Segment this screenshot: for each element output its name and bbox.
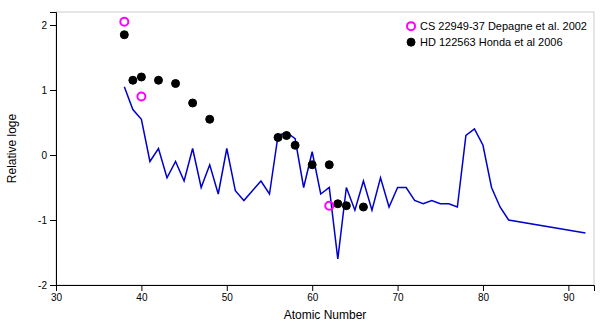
- point-series: [120, 31, 367, 211]
- x-axis-title: Atomic Number: [284, 308, 367, 322]
- x-tick-label: 90: [563, 292, 575, 303]
- y-tick-label: -1: [38, 215, 47, 226]
- y-tick: -1: [38, 215, 56, 226]
- point: [274, 133, 282, 141]
- x-tick: 80: [478, 285, 490, 303]
- y-tick: 1: [41, 85, 56, 96]
- y-axis: -2 -1 0 1 2: [38, 13, 56, 291]
- y-tick-mark: [50, 220, 56, 221]
- x-tick-mark: [312, 285, 313, 291]
- legend-symbol: [407, 38, 415, 46]
- x-tick-label: 50: [222, 292, 234, 303]
- point: [325, 161, 333, 169]
- plot-frame: [56, 12, 594, 285]
- y-axis-line: [50, 13, 57, 286]
- point: [120, 31, 128, 39]
- y-tick: 2: [41, 20, 56, 31]
- point: [129, 76, 137, 84]
- legend-item: CS 22949-37 Depagne et al. 2002: [407, 20, 587, 32]
- x-tick-label: 60: [307, 292, 319, 303]
- x-tick: 70: [393, 285, 405, 303]
- legend: CS 22949-37 Depagne et al. 2002 HD 122563…: [407, 20, 587, 48]
- point: [189, 99, 197, 107]
- x-tick-mark: [398, 285, 399, 291]
- legend-label: CS 22949-37 Depagne et al. 2002: [420, 20, 587, 32]
- x-tick: 50: [222, 285, 234, 303]
- point: [342, 202, 350, 210]
- point: [334, 200, 342, 208]
- point: [283, 132, 291, 140]
- point: [137, 93, 145, 101]
- chart: 30 40 50 60 70 80 90 -2 -1 0 1 2 Atomic Number Relati…: [0, 0, 610, 327]
- line: [124, 87, 585, 259]
- y-axis-title: Relative loge: [5, 113, 19, 183]
- x-tick-label: 30: [51, 292, 63, 303]
- point: [291, 141, 299, 149]
- x-tick-mark: [141, 285, 142, 291]
- x-tick-mark: [483, 285, 484, 291]
- y-tick-mark: [50, 285, 56, 286]
- point-series: [120, 18, 333, 210]
- legend-item: HD 122563 Honda et al 2006: [407, 36, 563, 48]
- y-tick: -2: [38, 280, 56, 291]
- legend-symbol: [407, 22, 415, 30]
- y-tick-label: 2: [41, 20, 47, 31]
- plot-area: [120, 18, 585, 259]
- x-tick: 90: [563, 285, 575, 303]
- y-tick-label: 0: [41, 150, 47, 161]
- x-axis: 30 40 50 60 70 80 90: [51, 285, 595, 303]
- x-tick-mark: [227, 285, 228, 291]
- y-tick: 0: [41, 150, 56, 161]
- point: [359, 203, 367, 211]
- x-tick-label: 40: [136, 292, 148, 303]
- y-tick-label: 1: [41, 85, 47, 96]
- y-tick-label: -2: [38, 280, 47, 291]
- point: [206, 115, 214, 123]
- point: [154, 76, 162, 84]
- x-tick: 30: [51, 285, 63, 303]
- x-tick-mark: [568, 285, 569, 291]
- x-tick-label: 80: [478, 292, 490, 303]
- point: [325, 202, 333, 210]
- y-tick-mark: [50, 155, 56, 156]
- point: [308, 161, 316, 169]
- point: [172, 80, 180, 88]
- point: [120, 18, 128, 26]
- legend-label: HD 122563 Honda et al 2006: [420, 36, 563, 48]
- x-axis-line: [57, 286, 595, 292]
- y-tick-mark: [50, 25, 56, 26]
- x-tick-label: 70: [393, 292, 405, 303]
- x-tick: 40: [136, 285, 148, 303]
- y-tick-mark: [50, 90, 56, 91]
- point: [137, 73, 145, 81]
- x-tick: 60: [307, 285, 319, 303]
